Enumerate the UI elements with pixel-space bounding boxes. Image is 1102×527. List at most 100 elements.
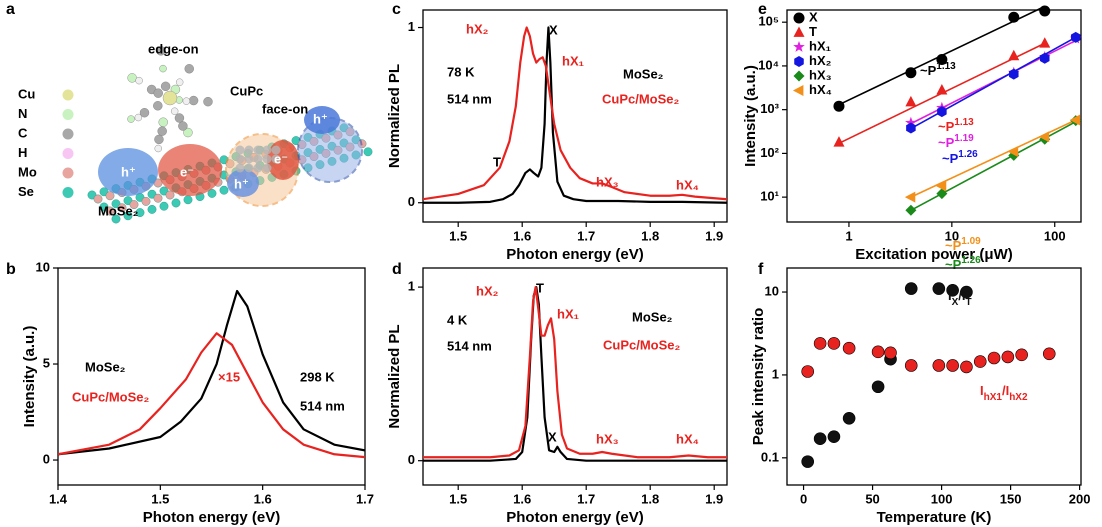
point	[813, 337, 827, 350]
point	[932, 282, 946, 295]
annotation-part: ~P	[945, 257, 962, 272]
plot-frame	[57, 267, 366, 486]
spectrum-line	[423, 286, 727, 459]
atom	[117, 203, 127, 213]
series-label: CuPc/MoSe₂	[603, 337, 681, 352]
series-label: MoSe₂	[85, 359, 126, 374]
annotation: ×15	[218, 369, 240, 384]
carrier-label: h⁺	[313, 111, 328, 126]
series-label: MoSe₂	[623, 66, 664, 81]
legend-marker	[793, 12, 805, 24]
atom	[203, 96, 213, 107]
point	[935, 180, 947, 192]
annotation-part: 1.13	[936, 61, 956, 72]
y-axis-label: Normalized PL	[386, 324, 403, 428]
atom	[253, 145, 263, 155]
atom	[183, 195, 193, 205]
annotation: ~P1.26	[942, 149, 978, 166]
atom	[262, 145, 272, 155]
point	[833, 136, 845, 147]
point	[904, 191, 916, 203]
annotation-part: 1.13	[954, 117, 974, 128]
atom	[235, 163, 245, 173]
annotation: X	[548, 429, 557, 444]
atom-name: H	[18, 145, 27, 160]
legend-label: X	[809, 9, 818, 24]
point	[987, 351, 1001, 365]
atom	[105, 206, 115, 216]
atom-name: C	[18, 125, 28, 140]
atom	[139, 107, 150, 118]
atom-name: Cu	[18, 86, 35, 101]
panel-letter: a	[6, 1, 15, 18]
y-tick-label: 1	[408, 19, 415, 34]
legend-label: T	[809, 24, 817, 39]
y-tick-label: 10²	[760, 145, 779, 160]
atom	[111, 214, 121, 224]
annotation: T	[536, 280, 544, 295]
carrier-label: e⁻	[180, 164, 194, 179]
point	[904, 359, 918, 372]
y-tick-label: 1	[772, 366, 779, 381]
point	[946, 283, 959, 297]
point	[801, 365, 815, 378]
atom	[253, 154, 263, 164]
plot-frame	[786, 9, 1082, 223]
atom	[134, 113, 143, 122]
hole-cloud	[98, 148, 158, 196]
y-tick-label: 5	[43, 355, 50, 370]
atom	[178, 121, 188, 131]
atom	[171, 198, 181, 208]
panel-letter: b	[6, 261, 16, 278]
legend-label: hX₃	[809, 67, 832, 82]
y-tick-label: 1	[408, 279, 415, 294]
annotation-part: I	[980, 383, 984, 398]
panel-letter: d	[392, 261, 402, 278]
x-tick-label: 1.4	[49, 491, 68, 506]
atom	[159, 64, 167, 73]
annotation-part: hX2	[1009, 392, 1028, 403]
carrier-label: h⁺	[234, 176, 249, 191]
annotation-part: ~P	[942, 151, 959, 166]
annotation: ~P1.13	[938, 117, 974, 134]
x-tick-label: 150	[1000, 491, 1022, 506]
point	[932, 359, 946, 372]
annotation: ~P1.19	[938, 133, 974, 150]
annotation-part: 1.09	[961, 236, 981, 247]
y-tick-label: 10⁵	[758, 14, 779, 29]
atom	[183, 127, 193, 138]
x-tick-label: 100	[931, 491, 953, 506]
annotation: hX₁	[557, 306, 579, 321]
legend-marker	[793, 40, 805, 52]
hole-cloud	[227, 169, 259, 197]
annotation: T	[493, 154, 501, 169]
point	[842, 411, 856, 425]
atom	[157, 126, 167, 136]
point	[905, 95, 917, 107]
annotation: ~P1.26	[945, 255, 981, 272]
point	[871, 380, 885, 394]
atom	[93, 194, 103, 204]
atom	[188, 95, 199, 106]
point	[936, 84, 948, 95]
x-tick-label: 1.5	[151, 491, 169, 506]
annotation-part: 1.26	[961, 255, 981, 266]
annotation: 298 K	[300, 369, 335, 384]
y-tick-label: 0	[408, 194, 415, 209]
x-tick-label: 0	[800, 491, 807, 506]
annotation-part: 1.26	[958, 149, 978, 160]
point	[1009, 68, 1019, 80]
legend-label: hX₂	[809, 53, 832, 68]
point	[1038, 131, 1050, 143]
annotation-part: I	[948, 288, 952, 303]
x-tick-label: 1.8	[641, 228, 659, 243]
y-tick-label: 0	[43, 451, 50, 466]
plot-frame	[786, 267, 1082, 486]
spectrum-line	[58, 332, 365, 459]
atom	[153, 101, 163, 111]
y-axis-label: Intensity (a.u.)	[21, 326, 38, 428]
point	[936, 188, 948, 200]
point	[1042, 347, 1056, 361]
atom-swatch	[62, 148, 74, 159]
atom	[244, 154, 254, 164]
